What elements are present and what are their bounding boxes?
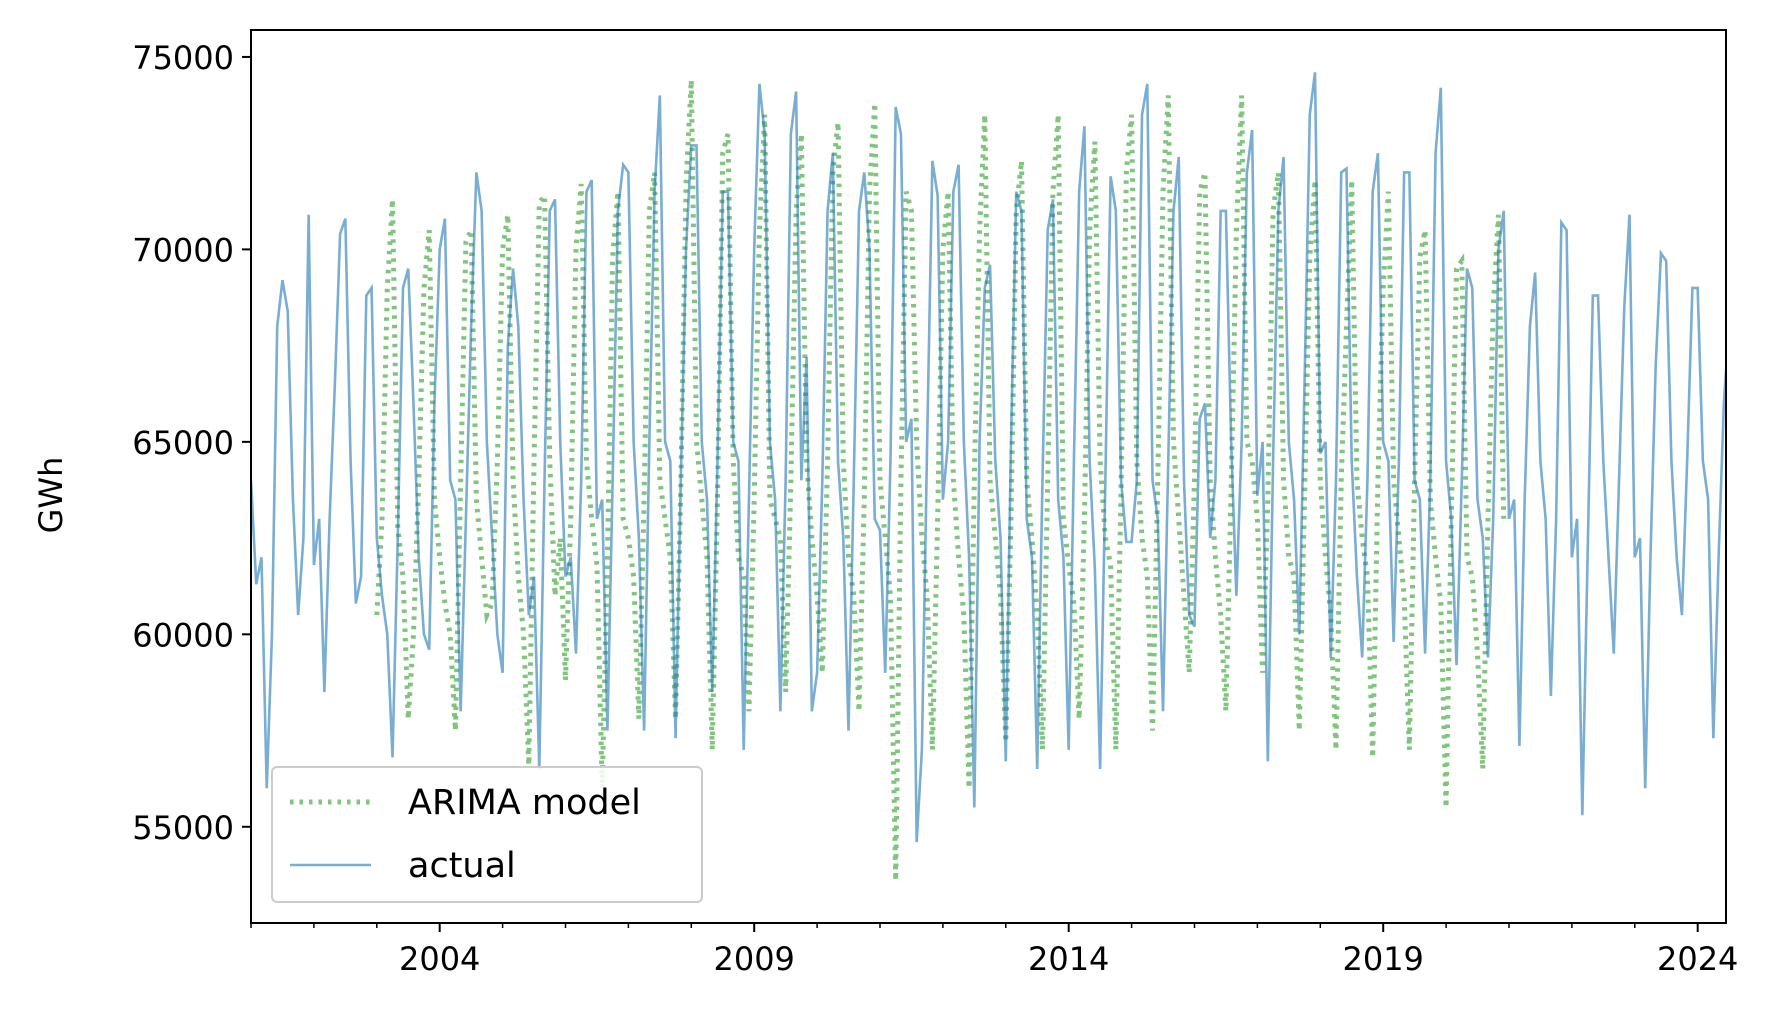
- x-axis: 2004 2009 2014 2019 2024: [250, 923, 1738, 978]
- y-tick-label: 70000: [132, 231, 234, 269]
- y-axis: 55000 60000 65000 70000 75000: [132, 39, 251, 847]
- plot-frame: [250, 29, 1727, 924]
- x-tick-label: 2009: [713, 940, 794, 978]
- legend-box: [271, 766, 703, 903]
- y-tick-label: 75000: [132, 39, 234, 77]
- legend-label-arima-model: ARIMA model: [408, 783, 641, 823]
- series-line-arima-model: [374, 79, 1507, 881]
- y-axis-label: GWh: [32, 457, 70, 534]
- x-tick-label: 2004: [399, 940, 480, 978]
- y-tick-label: 65000: [132, 424, 234, 462]
- x-tick-label: 2019: [1342, 940, 1423, 978]
- y-tick-label: 55000: [132, 809, 234, 847]
- series-line-actual: [251, 72, 1726, 843]
- x-tick-label: 2024: [1657, 940, 1738, 978]
- y-tick-label: 60000: [132, 616, 234, 654]
- legend: ARIMA model actual: [271, 766, 703, 903]
- legend-label-actual: actual: [408, 846, 516, 886]
- x-tick-label: 2014: [1028, 940, 1109, 978]
